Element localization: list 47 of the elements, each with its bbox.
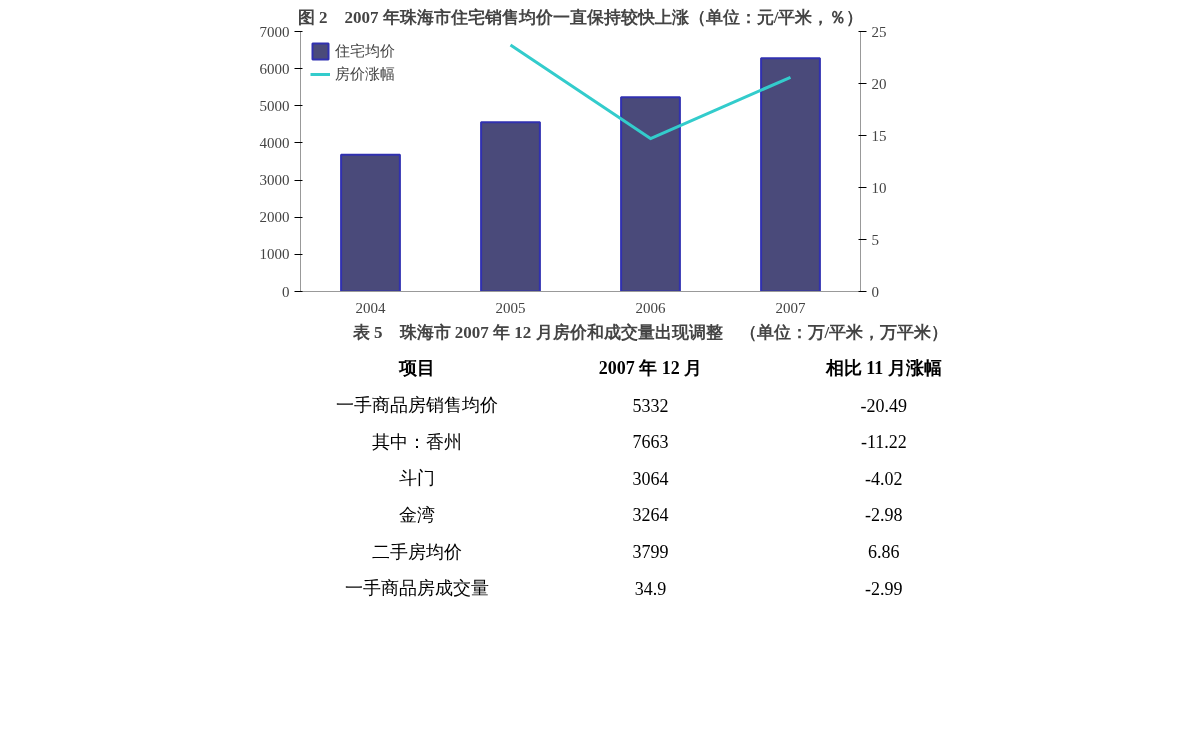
text: 斗门 (399, 468, 436, 489)
text: 3799 (632, 542, 669, 563)
text: 表 5 珠海市 2007 年 12 月房价和成交量出现调整 （单位：万/平米，万平米） (351, 322, 949, 342)
legend-label: 住宅均价 (335, 41, 395, 61)
x-tick-label: 2004 (355, 299, 386, 316)
text: 5332 (632, 395, 669, 416)
y2-tick-label: 15 (871, 127, 887, 144)
y-tick-label: 3000 (259, 172, 290, 189)
text: -20.49 (860, 395, 908, 416)
text: 7663 (632, 432, 669, 453)
bar (620, 96, 681, 292)
x-tick-label: 2006 (635, 299, 666, 316)
y-tick-label: 0 (282, 283, 290, 300)
text: -4.02 (865, 468, 903, 489)
text: 2007 年 12 月 (598, 358, 703, 379)
text: 其中：香州 (372, 431, 463, 452)
text: 3064 (632, 468, 669, 489)
y2-tick-label: 20 (871, 75, 887, 92)
y-tick-label: 1000 (259, 246, 290, 263)
text: 6.86 (868, 542, 900, 563)
text: 一手商品房销售均价 (336, 395, 499, 416)
text: 项目 (398, 358, 436, 379)
text: 金湾 (399, 504, 436, 525)
y2-tick-label: 10 (871, 179, 887, 196)
y-tick-label: 4000 (259, 134, 290, 151)
bar (760, 57, 821, 292)
chart-title: 图 2 2007 年珠海市住宅销售均价一直保持较快上涨（单位：元/平米，％） (297, 7, 864, 27)
text: 3264 (632, 505, 669, 526)
text: -11.22 (860, 432, 907, 453)
y-tick-label: 7000 (259, 23, 290, 40)
legend-label: 房价涨幅 (335, 64, 395, 84)
text: 二手房均价 (372, 541, 463, 562)
text: -2.99 (865, 578, 903, 599)
bar (340, 153, 401, 292)
y-tick-label: 5000 (259, 97, 290, 114)
y-tick-label: 6000 (259, 60, 290, 77)
x-tick-label: 2005 (495, 299, 526, 316)
y2-tick-label: 25 (871, 23, 887, 40)
bar (480, 121, 541, 292)
text: 34.9 (634, 578, 667, 599)
y2-tick-label: 0 (871, 283, 879, 300)
text: 相比 11 月涨幅 (824, 358, 942, 379)
y2-tick-label: 5 (871, 231, 879, 248)
text: 一手商品房成交量 (345, 578, 490, 599)
y-tick-label: 2000 (259, 209, 290, 226)
x-tick-label: 2007 (775, 299, 806, 316)
text: -2.98 (865, 505, 903, 526)
